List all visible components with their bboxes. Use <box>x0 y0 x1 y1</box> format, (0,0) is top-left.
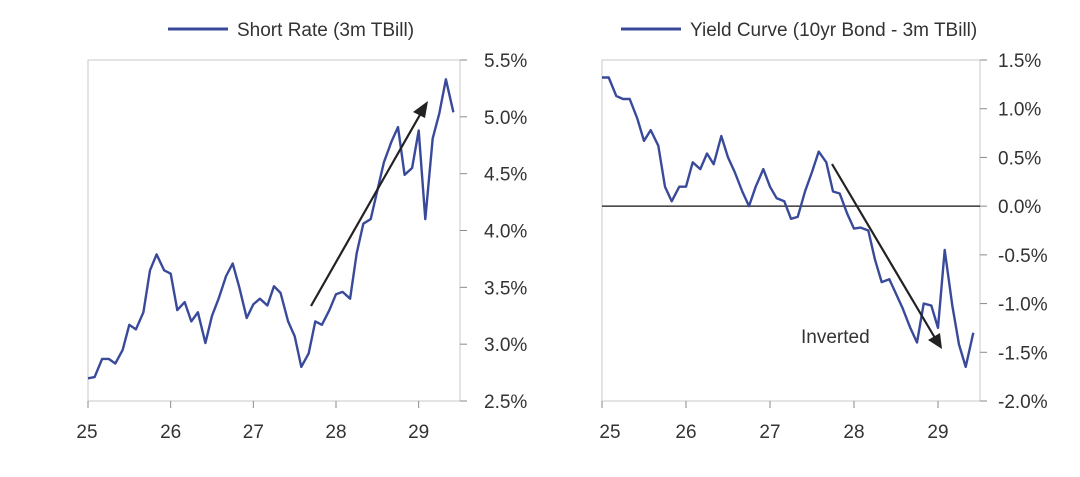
x-axis: 25 26 27 28 29 <box>76 401 429 443</box>
x-tick-label: 29 <box>408 422 429 443</box>
x-tick-label: 25 <box>76 422 97 443</box>
x-tick-label: 26 <box>675 422 696 443</box>
trend-arrow <box>831 163 942 349</box>
y-tick-label: -1.0% <box>998 295 1048 316</box>
series-line-short-rate <box>87 78 455 380</box>
annotation-inverted: Inverted <box>801 327 870 348</box>
x-tick-label: 26 <box>160 422 181 443</box>
short-rate-panel: Short Rate (3m TBill) 25 26 27 28 29 2.5% 3.0… <box>76 20 527 443</box>
x-tick-label: 28 <box>843 422 864 443</box>
y-axis: -2.0% -1.5% -1.0% -0.5% 0.0% 0.5% 1.0% 1.5% <box>980 51 1048 413</box>
y-tick-label: 5.5% <box>484 51 527 72</box>
y-tick-label: 0.5% <box>998 148 1041 169</box>
x-axis: 25 26 27 28 29 <box>599 401 949 443</box>
x-tick-label: 27 <box>759 422 780 443</box>
y-tick-label: 4.0% <box>484 222 527 243</box>
y-axis: 2.5% 3.0% 3.5% 4.0% 4.5% 5.0% 5.5% <box>460 51 527 413</box>
y-tick-label: -2.0% <box>998 392 1048 413</box>
y-tick-label: 3.5% <box>484 278 527 299</box>
plot-frame <box>601 59 981 402</box>
plot-frame <box>87 59 461 402</box>
x-tick-label: 27 <box>243 422 264 443</box>
y-tick-label: 1.0% <box>998 100 1041 121</box>
y-tick-label: 5.0% <box>484 108 527 129</box>
x-tick-label: 29 <box>927 422 948 443</box>
y-tick-label: 0.0% <box>998 197 1041 218</box>
y-tick-label: -0.5% <box>998 246 1048 267</box>
y-tick-label: 1.5% <box>998 51 1041 72</box>
legend-label: Short Rate (3m TBill) <box>237 20 414 41</box>
yield-curve-panel: Yield Curve (10yr Bond - 3m TBill) 25 26 2… <box>599 20 1047 443</box>
legend-label: Yield Curve (10yr Bond - 3m TBill) <box>690 20 977 41</box>
y-tick-label: 3.0% <box>484 335 527 356</box>
y-tick-label: -1.5% <box>998 343 1048 364</box>
y-tick-label: 2.5% <box>484 392 527 413</box>
series-line-yield-curve <box>602 76 975 369</box>
y-tick-label: 4.5% <box>484 165 527 186</box>
trend-arrow <box>310 101 428 307</box>
x-tick-label: 25 <box>599 422 620 443</box>
x-tick-label: 28 <box>325 422 346 443</box>
